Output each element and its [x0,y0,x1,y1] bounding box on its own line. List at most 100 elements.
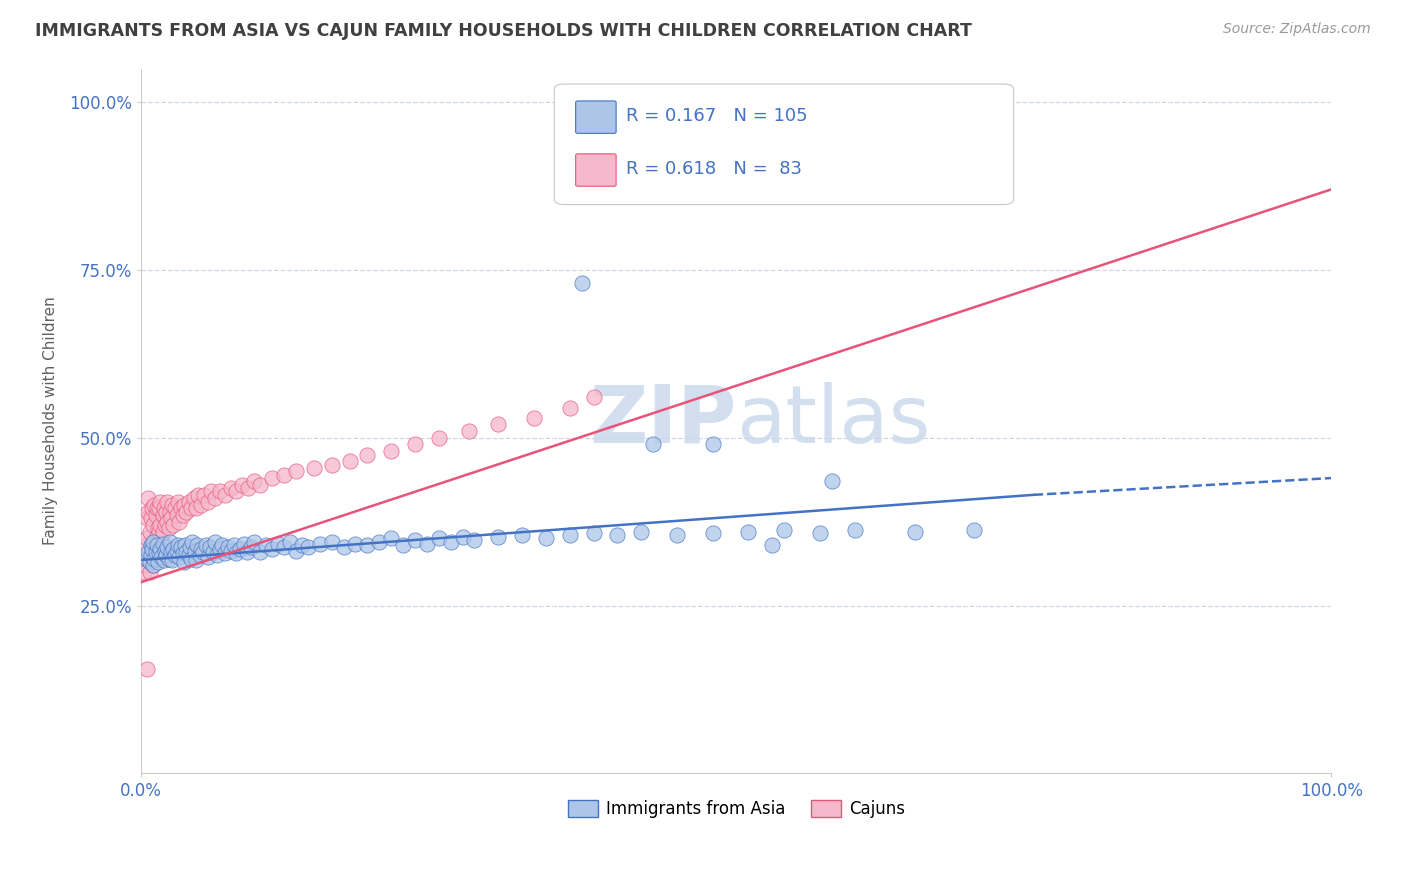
Point [208,541,231,556]
Point [427,532,450,546]
Point [249,477,271,491]
Point [231,477,253,491]
Point [153,553,176,567]
Point [214,488,236,502]
Point [773,524,796,538]
Point [297,540,319,554]
Point [380,444,402,458]
Point [134,558,156,573]
Point [141,538,163,552]
Point [138,524,160,539]
Point [145,501,167,516]
Point [149,494,172,508]
Point [146,521,169,535]
Point [197,494,219,508]
Point [152,537,174,551]
Point [197,550,219,565]
Point [184,543,207,558]
Point [145,538,167,552]
Point [139,551,162,566]
Point [558,401,581,415]
Point [222,538,245,552]
Point [148,546,170,560]
Point [136,511,159,525]
Point [153,501,176,516]
Point [702,437,724,451]
Point [463,533,485,547]
Point [486,417,509,432]
Point [194,538,217,552]
Point [808,526,831,541]
Point [211,538,233,552]
Point [173,555,195,569]
Point [139,548,162,562]
Point [180,551,202,566]
Point [145,545,167,559]
Point [143,545,166,559]
Point [963,524,986,538]
Text: R = 0.618   N =  83: R = 0.618 N = 83 [626,161,801,178]
Point [142,518,165,533]
Point [150,550,173,565]
Point [153,543,176,558]
Point [155,548,177,562]
Point [273,467,295,482]
Point [291,538,314,552]
Point [187,488,209,502]
Point [339,454,361,468]
Point [308,537,330,551]
Point [225,546,247,560]
Point [138,491,160,505]
Point [166,508,188,522]
Point [162,541,184,556]
Point [155,505,177,519]
Point [606,528,628,542]
Point [510,528,533,542]
Point [136,662,159,676]
Point [321,458,343,472]
Legend: Immigrants from Asia, Cajuns: Immigrants from Asia, Cajuns [561,794,911,825]
Point [368,534,391,549]
Point [486,530,509,544]
Point [136,532,159,546]
Point [193,488,215,502]
Point [142,558,165,573]
Point [148,524,170,539]
Point [142,534,165,549]
Point [179,540,201,554]
Point [150,532,173,546]
Point [238,481,260,495]
Point [191,545,214,559]
Point [356,538,378,552]
Point [184,553,207,567]
Point [278,534,301,549]
Point [135,551,157,566]
Point [143,551,166,566]
Point [571,277,593,291]
Point [665,528,688,542]
Point [156,540,179,554]
Point [820,475,842,489]
Point [136,551,159,566]
Point [392,538,415,552]
Point [177,548,200,562]
Point [214,546,236,560]
Point [380,532,402,546]
Point [132,565,155,579]
Point [167,494,190,508]
Text: atlas: atlas [737,382,931,460]
Point [451,530,474,544]
Point [184,501,207,516]
Point [188,548,211,562]
Point [243,475,266,489]
Point [169,540,191,554]
Point [162,518,184,533]
Point [146,555,169,569]
Point [145,508,167,522]
Point [166,543,188,558]
Point [173,498,195,512]
Point [138,555,160,569]
Point [145,532,167,546]
Point [630,524,652,539]
Point [190,541,212,556]
